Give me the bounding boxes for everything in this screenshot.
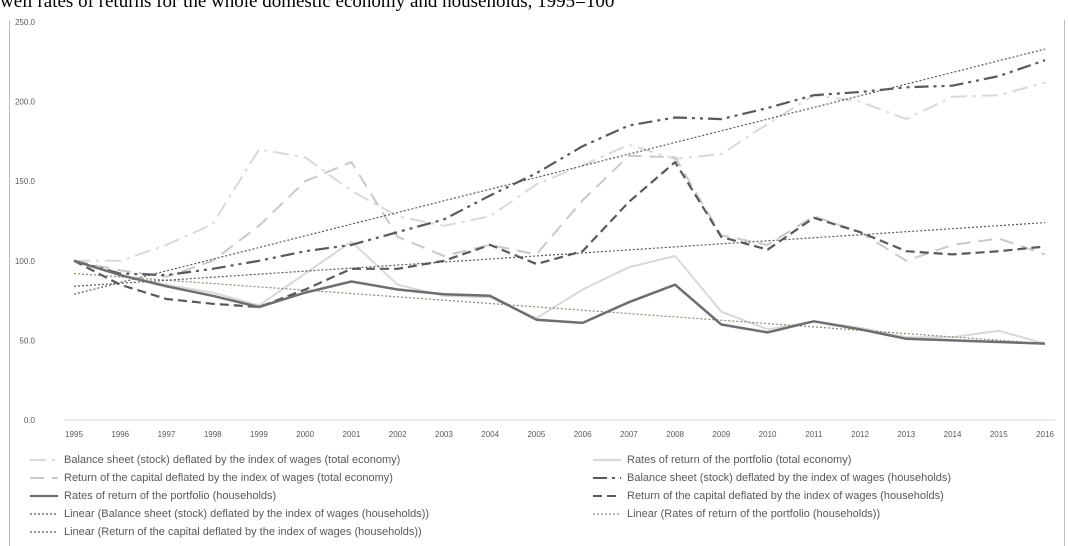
x-tick-label: 2003: [435, 430, 453, 439]
legend-label: Linear (Balance sheet (stock) deflated b…: [64, 508, 430, 520]
legend-item: Return of the capital deflated by the in…: [30, 470, 393, 486]
legend-item: Linear (Return of the capital deflated b…: [30, 524, 422, 540]
legend-item: Balance sheet (stock) deflated by the in…: [30, 452, 400, 468]
chart-title: well rates of returns for the whole dome…: [0, 0, 615, 12]
legend-label: Linear (Rates of return of the portfolio…: [627, 508, 881, 520]
series-line-8: [73, 222, 1046, 287]
x-tick-label: 2012: [851, 430, 869, 439]
y-tick-label: 50.0: [19, 336, 35, 345]
x-axis-ticks: 1995 1996 1997 1998 1999 2000 2001 2002 2003 2004…: [65, 430, 1054, 439]
y-tick-label: 200.0: [15, 98, 36, 107]
series-line-6: [73, 48, 1046, 295]
series-line-5: [73, 161, 1046, 309]
series-layer: [73, 48, 1046, 345]
legend-label: Return of the capital deflated by the in…: [627, 490, 944, 502]
legend-label: Rates of return of the portfolio (househ…: [64, 490, 277, 502]
legend-swatch: [593, 513, 621, 515]
legend-swatch: [30, 531, 58, 533]
legend-label: Balance sheet (stock) deflated by the in…: [64, 454, 401, 466]
x-tick-label: 1996: [111, 430, 129, 439]
x-tick-label: 2010: [759, 430, 777, 439]
series-line-3: [73, 59, 1046, 277]
series-line-1: [73, 240, 1046, 345]
x-tick-label: 2016: [1036, 430, 1054, 439]
legend-item: Balance sheet (stock) deflated by the in…: [593, 470, 951, 486]
legend-swatch: [593, 495, 621, 497]
y-tick-label: 100.0: [15, 257, 36, 266]
y-axis-ticks: 0.0 50.0 100.0 150.0 200.0 250.0: [15, 18, 36, 425]
x-tick-label: 2009: [712, 430, 730, 439]
x-tick-label: 2004: [481, 430, 499, 439]
x-tick-label: 2002: [389, 430, 407, 439]
legend-label: Return of the capital deflated by the in…: [64, 472, 393, 484]
x-tick-label: 2006: [574, 430, 592, 439]
legend-swatch: [30, 459, 58, 461]
x-tick-label: 2000: [296, 430, 314, 439]
legend-label: Linear (Return of the capital deflated b…: [64, 526, 422, 538]
legend-item: Linear (Balance sheet (stock) deflated b…: [30, 506, 429, 522]
x-tick-label: 1999: [250, 430, 268, 439]
legend-swatch: [593, 477, 621, 479]
x-tick-label: 2015: [990, 430, 1008, 439]
x-tick-label: 2014: [944, 430, 962, 439]
legend-label: Rates of return of the portfolio (total …: [627, 454, 852, 466]
x-tick-label: 2013: [897, 430, 915, 439]
x-tick-label: 2008: [666, 430, 684, 439]
chart-frame-right: [1064, 20, 1065, 546]
x-tick-label: 2011: [805, 430, 823, 439]
series-line-2: [73, 154, 1046, 278]
x-tick-label: 1998: [204, 430, 222, 439]
x-tick-label: 2007: [620, 430, 638, 439]
x-tick-label: 2001: [343, 430, 361, 439]
legend-item: Linear (Rates of return of the portfolio…: [593, 506, 880, 522]
legend-swatch: [30, 477, 58, 479]
legend-item: Rates of return of the portfolio (total …: [593, 452, 851, 468]
y-tick-label: 150.0: [15, 177, 36, 186]
legend-swatch: [593, 458, 621, 462]
legend-item: Return of the capital deflated by the in…: [593, 488, 944, 504]
x-tick-label: 1997: [158, 430, 176, 439]
y-tick-label: 0.0: [24, 416, 36, 425]
x-tick-label: 1995: [65, 430, 83, 439]
legend-label: Balance sheet (stock) deflated by the in…: [627, 472, 952, 484]
chart-frame-left: [9, 20, 10, 546]
legend-swatch: [30, 513, 58, 515]
legend-swatch: [30, 494, 58, 498]
y-tick-label: 250.0: [15, 18, 36, 27]
series-line-7: [73, 272, 1046, 345]
x-tick-label: 2005: [527, 430, 545, 439]
series-line-0: [74, 81, 1046, 262]
legend-item: Rates of return of the portfolio (househ…: [30, 488, 276, 504]
series-line-4: [73, 259, 1046, 345]
